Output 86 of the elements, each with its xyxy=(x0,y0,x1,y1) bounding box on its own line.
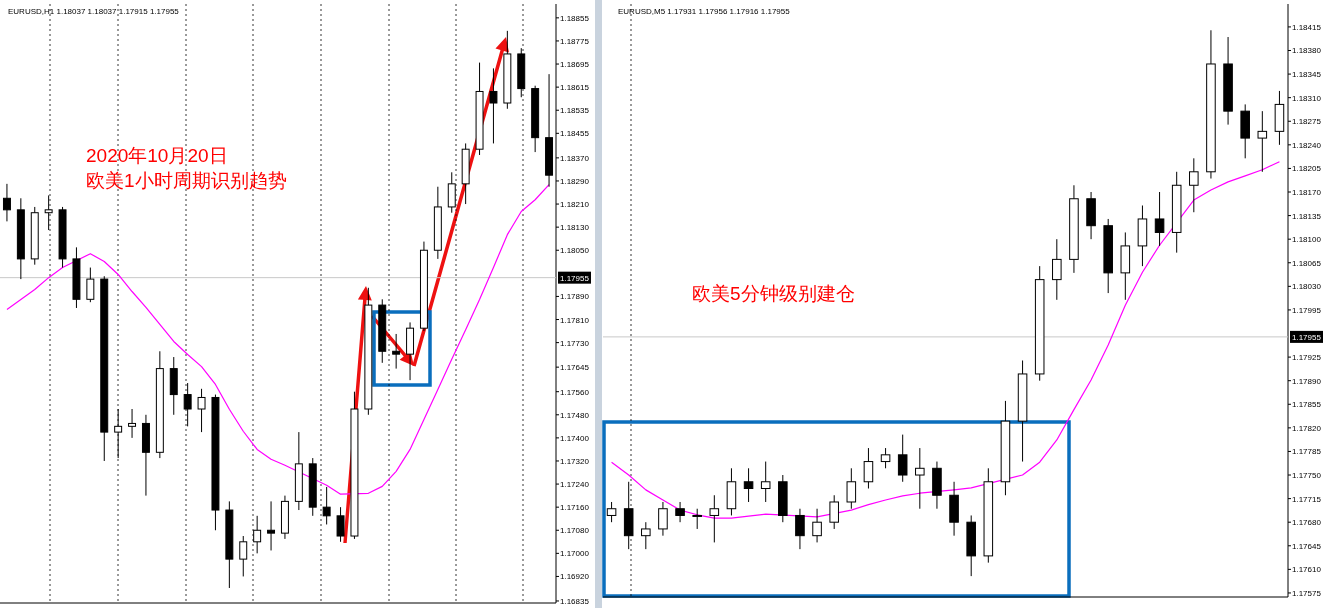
y-tick-label: 1.18170 xyxy=(1292,188,1322,198)
y-tick-label: 1.17000 xyxy=(560,549,590,559)
y-tick-label: 1.18135 xyxy=(1292,211,1322,221)
y-tick-label: 1.18535 xyxy=(560,106,590,116)
candlestick xyxy=(489,67,498,144)
y-tick-label: 1.18240 xyxy=(1292,140,1322,150)
y-tick-label: 1.18855 xyxy=(560,13,590,23)
y-tick-label: 1.17855 xyxy=(1292,400,1322,410)
y-tick-label: 1.18130 xyxy=(560,223,590,233)
y-tick-label: 1.18455 xyxy=(560,129,590,139)
y-tick-label: 1.17995 xyxy=(1292,305,1322,315)
candlestick xyxy=(128,408,137,439)
candlestick xyxy=(1052,238,1062,301)
candlestick xyxy=(197,388,206,433)
y-tick-label: 1.18205 xyxy=(1292,164,1322,174)
y-tick-label: 1.18065 xyxy=(1292,258,1322,268)
y-tick-label: 1.18030 xyxy=(1292,282,1322,292)
ref-line-label: 1.17955 xyxy=(1292,332,1322,342)
y-tick-label: 1.18615 xyxy=(560,83,590,93)
y-tick-label: 1.18290 xyxy=(560,176,590,186)
candlestick xyxy=(641,521,651,550)
y-tick-label: 1.17320 xyxy=(560,456,590,466)
y-tick-label: 1.17890 xyxy=(560,292,590,302)
y-tick-label: 1.17715 xyxy=(1292,494,1322,504)
candlestick xyxy=(267,500,276,551)
y-tick-label: 1.18775 xyxy=(560,36,590,46)
candlestick xyxy=(863,447,874,490)
ref-line-label: 1.17955 xyxy=(560,273,590,283)
y-tick-label: 1.17610 xyxy=(1292,565,1322,575)
y-tick-label: 1.17560 xyxy=(560,387,590,397)
y-tick-label: 1.17400 xyxy=(560,433,590,443)
candlestick xyxy=(880,447,891,469)
y-tick-label: 1.17240 xyxy=(560,480,590,490)
y-tick-label: 1.17480 xyxy=(560,410,590,420)
annotation: EURUSD,M5 1.17931 1.17956 1.17916 1.17955 xyxy=(618,7,791,16)
candlestick xyxy=(795,508,805,550)
candlestick xyxy=(709,494,720,543)
y-tick-label: 1.18695 xyxy=(560,60,590,70)
candlestick xyxy=(2,183,11,222)
y-tick-label: 1.17680 xyxy=(1292,518,1322,528)
y-tick-label: 1.18100 xyxy=(1292,235,1322,245)
y-tick-label: 1.17080 xyxy=(560,526,590,536)
candlestick xyxy=(897,434,908,483)
annotation: 2020年10月20日 xyxy=(86,145,228,166)
y-tick-label: 1.17575 xyxy=(1292,588,1322,598)
candlestick xyxy=(392,333,401,370)
candlestick xyxy=(829,494,839,530)
candlestick xyxy=(239,535,248,577)
candlestick xyxy=(692,508,702,530)
line-series xyxy=(610,161,1281,519)
candlestick xyxy=(1189,157,1199,213)
annotation: 欧美5分钟级别建仓 xyxy=(692,283,855,304)
candlestick xyxy=(675,501,685,523)
candlestick xyxy=(915,447,925,510)
y-tick-label: 1.16835 xyxy=(560,596,590,606)
annotation: EURUSD,H1 1.18037 1.18037 1.17915 1.17955 xyxy=(8,7,180,16)
y-tick-label: 1.18310 xyxy=(1292,93,1322,103)
candlestick xyxy=(743,467,754,503)
y-tick-label: 1.18210 xyxy=(560,200,590,210)
y-tick-label: 1.17750 xyxy=(1292,471,1322,481)
candlestick xyxy=(336,506,345,543)
y-tick-label: 1.18050 xyxy=(560,246,590,256)
y-tick-label: 1.18345 xyxy=(1292,70,1322,80)
y-tick-label: 1.17785 xyxy=(1292,447,1322,457)
candlestick xyxy=(86,267,95,303)
y-tick-label: 1.17890 xyxy=(1292,376,1322,386)
y-tick-label: 1.18380 xyxy=(1292,46,1322,56)
candlestick xyxy=(1154,191,1165,247)
candlestick xyxy=(760,461,771,503)
y-tick-label: 1.17925 xyxy=(1292,353,1322,363)
y-tick-label: 1.18275 xyxy=(1292,117,1322,127)
annotation: 欧美1小时周期识别趋势 xyxy=(86,170,287,191)
candlestick xyxy=(846,467,857,510)
candlestick xyxy=(1257,110,1268,173)
y-tick-label: 1.17645 xyxy=(1292,541,1322,551)
candlestick xyxy=(606,501,617,523)
y-tick-label: 1.18415 xyxy=(1292,22,1322,32)
y-tick-label: 1.18370 xyxy=(560,153,590,163)
y-tick-label: 1.17810 xyxy=(560,315,590,325)
y-tick-label: 1.17730 xyxy=(560,338,590,348)
candlestick xyxy=(658,501,668,537)
y-tick-label: 1.17645 xyxy=(560,363,590,373)
y-tick-label: 1.17820 xyxy=(1292,423,1322,433)
candlestick xyxy=(812,508,822,543)
y-tick-label: 1.16920 xyxy=(560,572,590,582)
y-tick-label: 1.17160 xyxy=(560,503,590,513)
